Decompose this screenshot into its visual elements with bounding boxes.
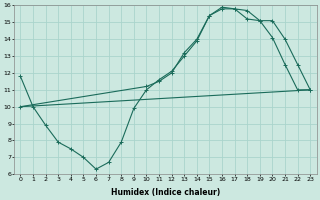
X-axis label: Humidex (Indice chaleur): Humidex (Indice chaleur) — [111, 188, 220, 197]
